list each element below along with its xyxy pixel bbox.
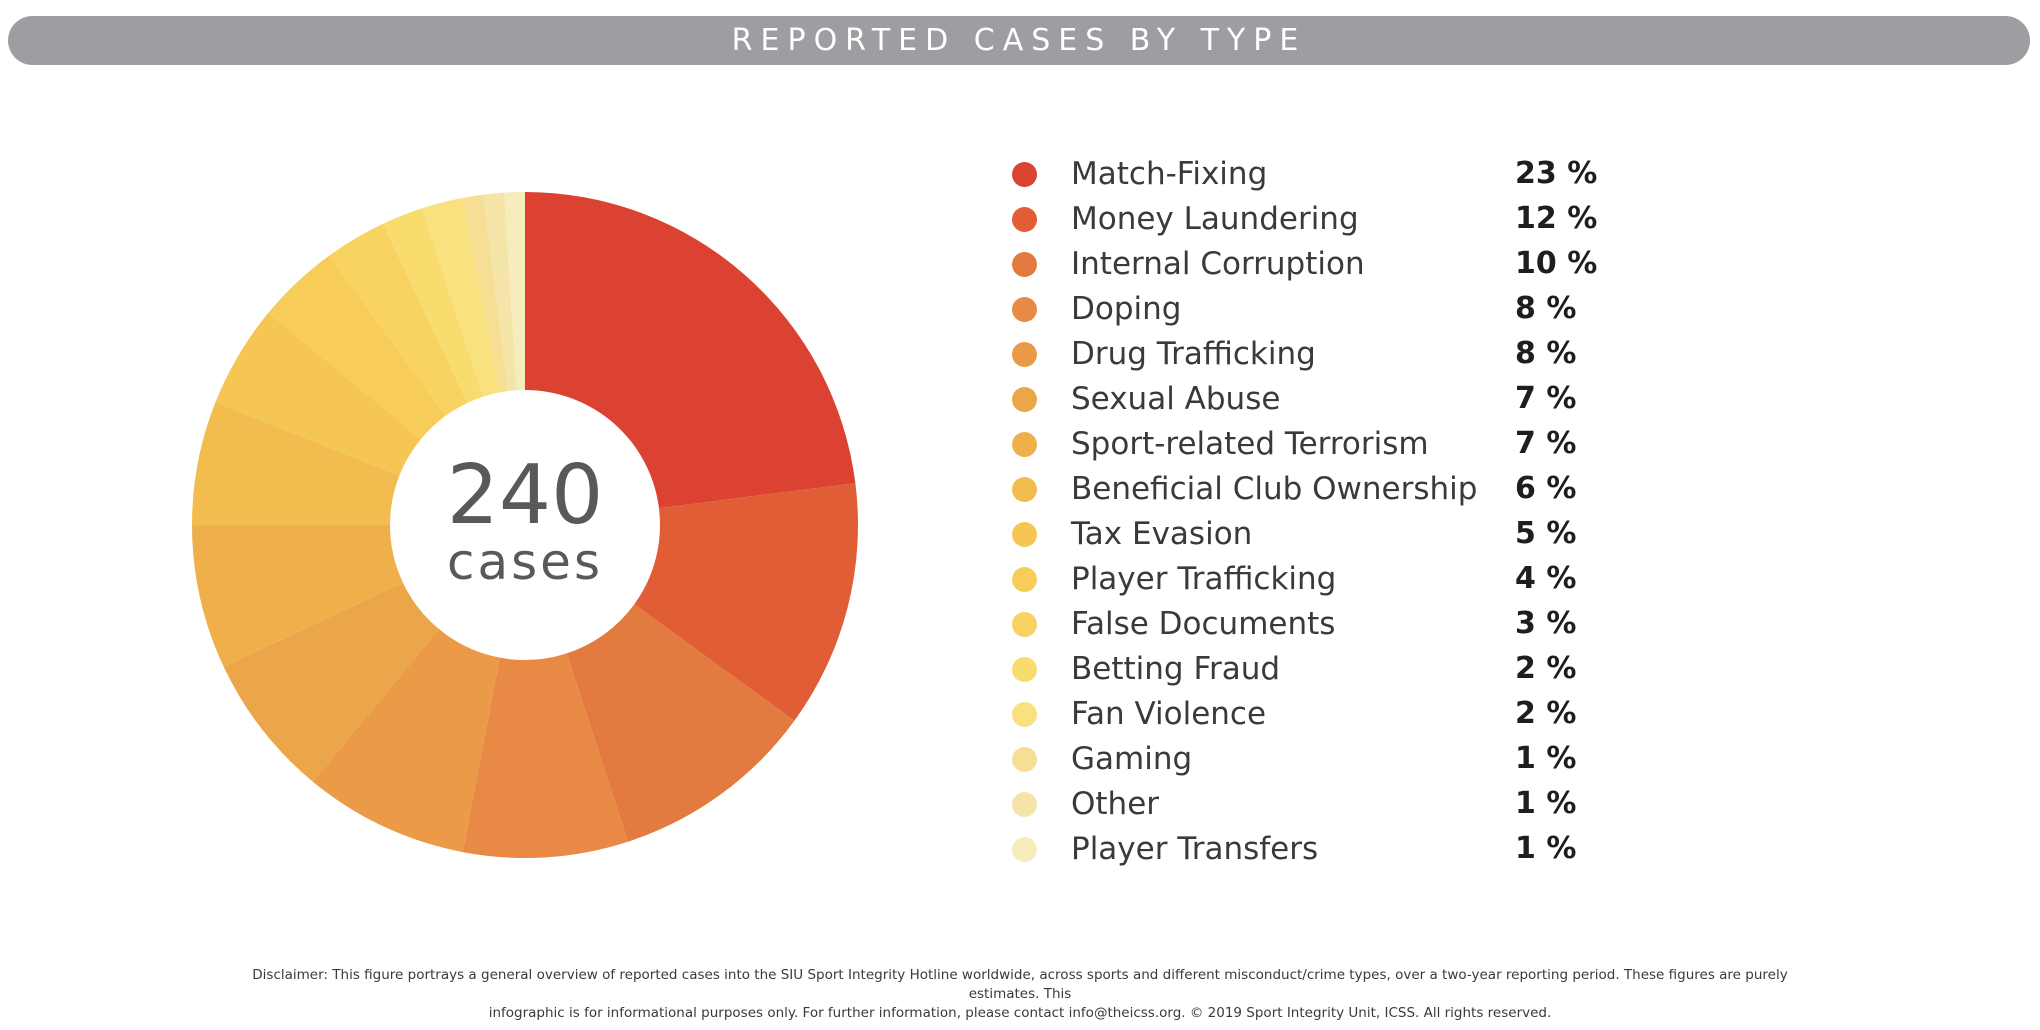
- donut-slice: [192, 525, 403, 667]
- legend-swatch: [1012, 387, 1037, 412]
- legend-swatch: [1012, 252, 1037, 277]
- legend-item: Player Trafficking 4 %: [1012, 557, 1632, 602]
- disclaimer-line: Disclaimer: This figure portrays a gener…: [252, 967, 1788, 1002]
- legend-swatch: [1012, 477, 1037, 502]
- legend-value: 4 %: [1515, 561, 1577, 596]
- legend-item: Sport-related Terrorism 7 %: [1012, 422, 1632, 467]
- legend-value: 2 %: [1515, 696, 1577, 731]
- legend-swatch: [1012, 162, 1037, 187]
- legend-label: False Documents: [1071, 606, 1336, 642]
- legend-label: Sport-related Terrorism: [1071, 426, 1429, 462]
- donut-slice: [462, 653, 628, 859]
- legend-value: 3 %: [1515, 606, 1577, 641]
- donut-slice: [383, 208, 484, 403]
- legend: Match-Fixing 23 % Money Laundering 12 % Inte…: [1012, 152, 1632, 872]
- disclaimer: Disclaimer: This figure portrays a gener…: [220, 966, 1820, 1023]
- donut-chart: [192, 192, 858, 859]
- legend-swatch: [1012, 747, 1037, 772]
- legend-label: Fan Violence: [1071, 696, 1267, 732]
- legend-label: Gaming: [1071, 741, 1193, 777]
- legend-value: 12 %: [1515, 201, 1598, 236]
- legend-value: 7 %: [1515, 426, 1577, 461]
- legend-swatch: [1012, 567, 1037, 592]
- donut-slice: [192, 402, 400, 525]
- legend-swatch: [1012, 657, 1037, 682]
- legend-label: Internal Corruption: [1071, 246, 1365, 282]
- legend-value: 23 %: [1515, 156, 1598, 191]
- legend-label: Betting Fraud: [1071, 651, 1281, 687]
- total-cases-unit: cases: [447, 533, 603, 591]
- legend-label: Tax Evasion: [1071, 516, 1253, 552]
- donut-slice: [312, 629, 500, 853]
- legend-swatch: [1012, 702, 1037, 727]
- legend-item: Gaming 1 %: [1012, 737, 1632, 782]
- donut-slice: [504, 192, 525, 391]
- legend-label: Beneficial Club Ownership: [1071, 471, 1478, 507]
- legend-value: 2 %: [1515, 651, 1577, 686]
- legend-swatch: [1012, 207, 1037, 232]
- donut-slice: [223, 582, 439, 782]
- legend-value: 1 %: [1515, 831, 1577, 866]
- legend-item: Beneficial Club Ownership 6 %: [1012, 467, 1632, 512]
- legend-item: Betting Fraud 2 %: [1012, 647, 1632, 692]
- legend-label: Player Transfers: [1071, 831, 1319, 867]
- donut-slice: [462, 194, 509, 393]
- legend-value: 10 %: [1515, 246, 1598, 281]
- legend-item: Tax Evasion 5 %: [1012, 512, 1632, 557]
- donut-slice: [268, 255, 446, 439]
- legend-label: Sexual Abuse: [1071, 381, 1281, 417]
- legend-value: 8 %: [1515, 291, 1577, 326]
- legend-item: Fan Violence 2 %: [1012, 692, 1632, 737]
- legend-item: Internal Corruption 10 %: [1012, 242, 1632, 287]
- donut-slice: [525, 192, 856, 509]
- legend-item: Other 1 %: [1012, 782, 1632, 827]
- legend-value: 1 %: [1515, 786, 1577, 821]
- donut-slice: [634, 483, 858, 721]
- legend-value: 5 %: [1515, 516, 1577, 551]
- donut-slice: [566, 604, 795, 842]
- legend-swatch: [1012, 432, 1037, 457]
- legend-value: 8 %: [1515, 336, 1577, 371]
- legend-item: Player Transfers 1 %: [1012, 827, 1632, 872]
- legend-label: Match-Fixing: [1071, 156, 1268, 192]
- legend-label: Drug Trafficking: [1071, 336, 1316, 372]
- legend-value: 1 %: [1515, 741, 1577, 776]
- legend-label: Doping: [1071, 291, 1182, 327]
- disclaimer-line: infographic is for informational purpose…: [488, 1005, 1552, 1021]
- donut-slice: [329, 223, 468, 416]
- total-cases-number: 240: [446, 448, 604, 543]
- legend-value: 6 %: [1515, 471, 1577, 506]
- title-bar: REPORTED CASES BY TYPE: [8, 16, 2030, 65]
- legend-swatch: [1012, 792, 1037, 817]
- legend-swatch: [1012, 342, 1037, 367]
- legend-label: Player Trafficking: [1071, 561, 1337, 597]
- legend-item: Drug Trafficking 8 %: [1012, 332, 1632, 377]
- legend-item: Money Laundering 12 %: [1012, 197, 1632, 242]
- legend-swatch: [1012, 297, 1037, 322]
- legend-swatch: [1012, 837, 1037, 862]
- donut-slice: [422, 197, 500, 397]
- donut-slice: [215, 312, 421, 476]
- legend-item: Doping 8 %: [1012, 287, 1632, 332]
- legend-swatch: [1012, 522, 1037, 547]
- legend-value: 7 %: [1515, 381, 1577, 416]
- legend-item: Match-Fixing 23 %: [1012, 152, 1632, 197]
- donut-slice: [483, 192, 517, 392]
- legend-label: Other: [1071, 786, 1160, 822]
- legend-swatch: [1012, 612, 1037, 637]
- legend-item: False Documents 3 %: [1012, 602, 1632, 647]
- legend-item: Sexual Abuse 7 %: [1012, 377, 1632, 422]
- chart-title: REPORTED CASES BY TYPE: [731, 23, 1307, 58]
- legend-label: Money Laundering: [1071, 201, 1359, 237]
